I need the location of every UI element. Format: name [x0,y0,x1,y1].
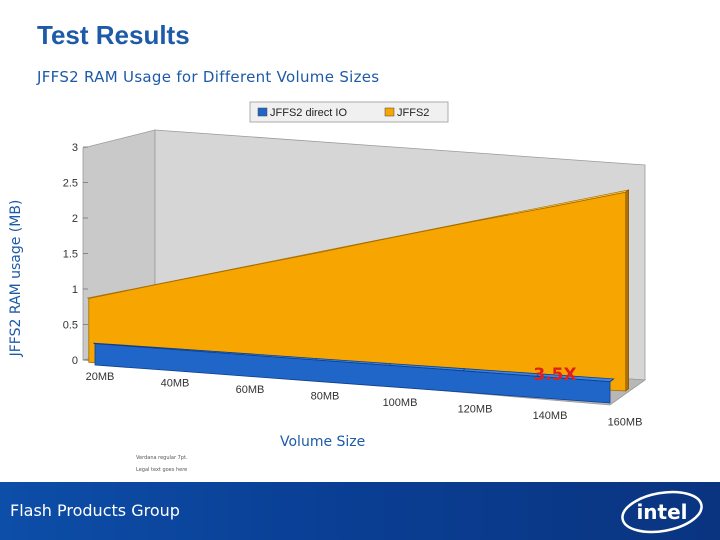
y-tick-label: 0 [72,355,78,367]
series-jffs2-side-face [625,189,629,392]
x-tick-label: 100MB [383,397,418,409]
slide-title: Test Results [37,20,190,50]
x-tick-label: 140MB [533,410,568,422]
chart-title: JFFS2 RAM Usage for Different Volume Siz… [37,68,380,86]
series-direct-io-segment [609,378,614,383]
legend-box [249,101,449,123]
x-tick-label: 160MB [608,417,643,429]
y-axis-label: JFFS2 RAM usage (MB) [8,199,24,357]
x-axis-label: Volume Size [280,434,366,450]
series-direct-io-area [94,343,611,404]
intel-logo: intel [621,490,703,534]
y-tick-label: 1.5 [63,249,78,261]
y-tick-label: 3 [72,142,78,154]
x-tick-label: 60MB [236,384,265,396]
legend-swatch [384,107,395,117]
legend-label: JFFS2 [397,107,429,119]
footer-bar: Flash Products Group intel [0,482,720,540]
footer-text: Flash Products Group [10,501,180,520]
y-tick-label: 1 [72,284,78,296]
y-tick-label: 2 [72,213,78,225]
x-tick-label: 20MB [86,371,115,383]
chart-3d-area: 0 0.5 1 1.5 2 2.5 3 20MB 40MB 60MB 80MB 100MB 120MB… [63,101,647,429]
x-tick-label: 120MB [458,404,493,416]
legend-swatch [257,107,268,117]
y-tick-label: 2.5 [63,178,78,190]
fine-print-1: Verdana regular 7pt. [136,455,188,461]
intel-logo-text: intel [636,500,687,524]
y-tick-label: 0.5 [63,320,78,332]
chart-annotation: 3.5X [533,365,576,385]
series-direct-io-segment [536,373,540,377]
fine-print-2: Legal text goes here [136,467,188,473]
legend-label: JFFS2 direct IO [270,107,347,119]
x-tick-label: 80MB [311,391,340,403]
x-tick-label: 40MB [161,378,190,390]
